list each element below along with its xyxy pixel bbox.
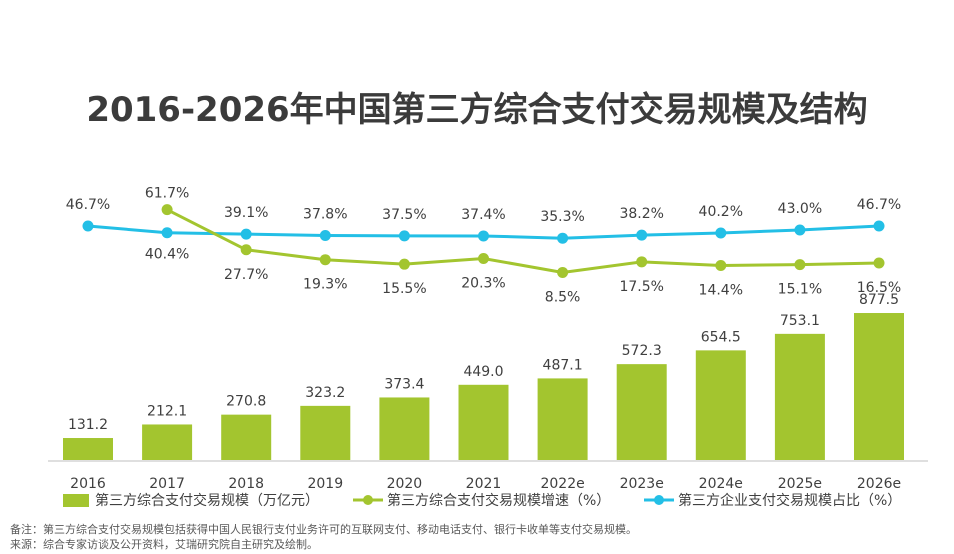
bar-value-label: 753.1 <box>780 313 820 329</box>
legend-growth-marker <box>353 495 383 505</box>
growth-value-label: 15.1% <box>778 282 822 298</box>
growth-point <box>873 257 885 269</box>
share-point <box>398 230 410 242</box>
share-point <box>478 230 489 242</box>
growth-point <box>557 266 569 278</box>
bar <box>63 438 113 460</box>
x-tick-label: 2024e <box>699 476 743 492</box>
growth-point <box>398 258 410 270</box>
legend-item-bar: 第三方综合支付交易规模（万亿元） <box>63 489 319 511</box>
share-point <box>715 227 727 239</box>
x-tick-label: 2025e <box>778 476 822 492</box>
share-point <box>161 227 173 239</box>
x-tick-label: 2020 <box>387 476 423 492</box>
growth-value-label: 61.7% <box>145 186 189 202</box>
growth-value-label: 20.3% <box>461 276 505 292</box>
x-tick-label: 2017 <box>149 476 185 492</box>
growth-value-label: 27.7% <box>224 267 268 283</box>
bar-value-label: 323.2 <box>305 385 345 401</box>
legend-bar-swatch <box>63 493 89 507</box>
bar <box>142 424 193 460</box>
bar <box>458 384 509 460</box>
share-value-label: 46.7% <box>857 197 901 213</box>
share-point <box>240 228 252 240</box>
share-point <box>319 230 331 242</box>
share-point <box>794 224 806 236</box>
x-tick-label: 2019 <box>307 476 343 492</box>
growth-point <box>161 204 173 216</box>
bar-value-label: 487.1 <box>543 357 583 373</box>
bar <box>695 350 746 460</box>
bar <box>300 405 351 460</box>
x-tick-label: 2026e <box>857 476 901 492</box>
growth-point <box>715 259 727 271</box>
bar-value-label: 877.5 <box>859 292 899 308</box>
bar <box>221 414 272 460</box>
bar-value-label: 654.5 <box>701 329 741 345</box>
share-value-label: 37.8% <box>303 207 347 223</box>
bar <box>616 364 667 460</box>
chart-title: 2016-2026年中国第三方综合支付交易规模及结构 <box>86 90 868 130</box>
bar-value-label: 212.1 <box>147 403 187 419</box>
growth-series-line <box>166 208 880 274</box>
share-point <box>557 232 569 244</box>
bar <box>854 313 904 460</box>
x-tick-label: 2021 <box>466 476 502 492</box>
legend-share-marker <box>644 495 674 505</box>
legend-share-label: 第三方企业支付交易规模占比（%） <box>678 493 902 509</box>
legend-item-growth: 第三方综合支付交易规模增速（%） <box>353 489 610 511</box>
bar-value-label: 449.0 <box>463 364 503 380</box>
footnote-source: 来源：综合专家访谈及公开资料，艾瑞研究院自主研究及绘制。 <box>10 538 318 551</box>
x-tick-label: 2016 <box>70 476 106 492</box>
bar <box>537 378 588 460</box>
x-tick-label: 2023e <box>620 476 664 492</box>
growth-point <box>794 259 806 271</box>
growth-value-label: 17.5% <box>619 279 663 295</box>
legend-item-share: 第三方企业支付交易规模占比（%） <box>644 489 901 511</box>
share-value-label: 39.1% <box>224 205 268 221</box>
footnote-note: 备注：第三方综合支付交易规模包括获得中国人民银行支付业务许可的互联网支付、移动电… <box>10 523 637 536</box>
share-value-label: 37.4% <box>461 207 505 223</box>
growth-value-label: 14.4% <box>699 282 743 298</box>
footnotes: 备注：第三方综合支付交易规模包括获得中国人民银行支付业务许可的互联网支付、移动电… <box>10 522 637 552</box>
bar-value-label: 270.8 <box>226 394 266 410</box>
legend-bar-label: 第三方综合支付交易规模（万亿元） <box>95 493 319 509</box>
legend-growth-label: 第三方综合支付交易规模增速（%） <box>387 493 611 509</box>
bar-value-label: 373.4 <box>384 376 424 392</box>
x-tick-label: 2018 <box>228 476 264 492</box>
growth-value-label: 8.5% <box>545 289 581 305</box>
share-value-label: 35.3% <box>540 209 584 225</box>
share-value-label: 40.2% <box>699 204 743 220</box>
growth-value-label: 19.3% <box>303 277 347 293</box>
legend: 第三方综合支付交易规模（万亿元） 第三方综合支付交易规模增速（%） 第三方企业支… <box>0 489 954 511</box>
bar-value-label: 572.3 <box>622 343 662 359</box>
x-tick-label: 2022e <box>540 476 584 492</box>
bar-value-label: 131.2 <box>68 417 108 433</box>
share-point <box>82 220 94 232</box>
share-value-label: 46.7% <box>66 197 110 213</box>
share-point <box>873 220 885 232</box>
bar <box>774 333 825 460</box>
share-value-label: 40.4% <box>145 247 189 263</box>
growth-point <box>478 253 489 265</box>
growth-point <box>636 256 648 268</box>
bar <box>379 397 430 460</box>
growth-value-label: 15.5% <box>382 281 426 297</box>
share-value-label: 43.0% <box>778 201 822 217</box>
share-point <box>636 229 648 241</box>
share-value-label: 37.5% <box>382 207 426 223</box>
growth-point <box>319 254 331 266</box>
growth-point <box>240 244 252 256</box>
growth-value-label: 16.5% <box>857 280 901 296</box>
share-value-label: 38.2% <box>619 206 663 222</box>
